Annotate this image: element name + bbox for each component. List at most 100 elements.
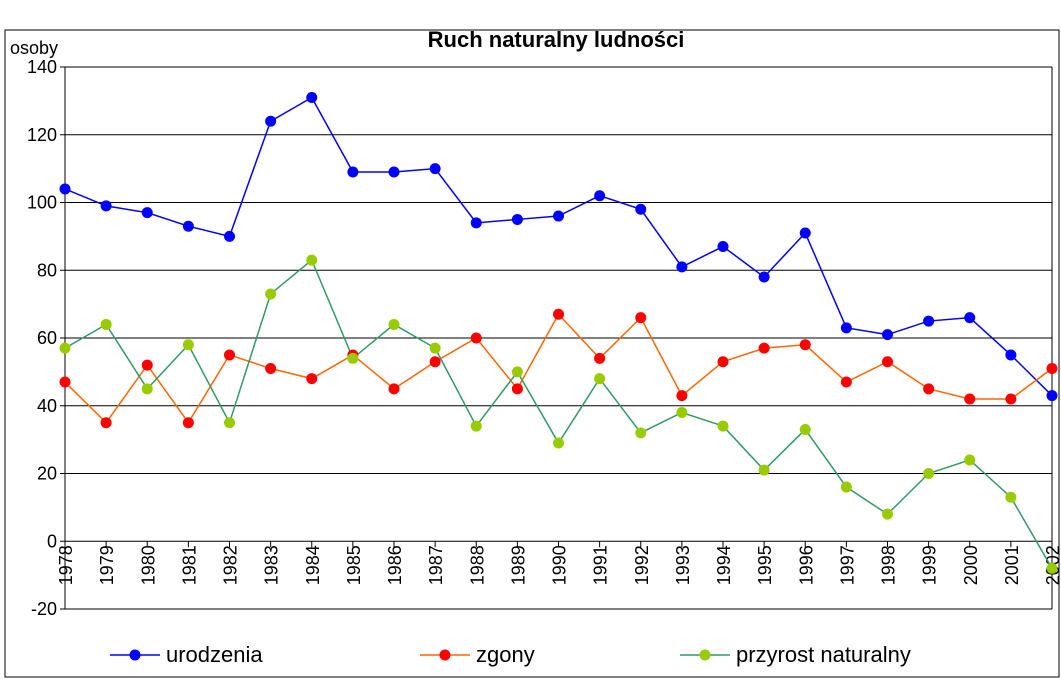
data-point <box>1046 562 1058 574</box>
data-point <box>553 210 564 222</box>
y-tick-label: 0 <box>47 531 57 551</box>
data-point <box>388 318 400 330</box>
y-tick-label: 120 <box>27 125 57 145</box>
data-point <box>758 342 770 354</box>
x-tick-label: 1992 <box>632 545 652 585</box>
data-point <box>59 183 71 195</box>
data-point <box>882 329 893 341</box>
data-point <box>717 356 729 368</box>
data-point <box>388 166 400 178</box>
y-tick-label: 60 <box>37 328 57 348</box>
data-point <box>923 468 935 479</box>
y-tick-label: 40 <box>37 396 57 416</box>
x-tick-label: 1984 <box>303 545 323 585</box>
data-point <box>964 454 976 466</box>
data-point <box>429 356 441 368</box>
x-tick-label: 1998 <box>879 545 899 585</box>
x-tick-label: 1996 <box>796 545 816 585</box>
y-tick-label: -20 <box>31 599 57 619</box>
chart-title: Ruch naturalny ludności <box>428 27 685 52</box>
data-point <box>635 203 647 215</box>
x-tick-label: 1994 <box>714 545 734 585</box>
legend-marker <box>439 649 451 661</box>
data-point <box>388 383 400 395</box>
legend-label: zgony <box>476 642 535 667</box>
data-point <box>511 383 523 395</box>
data-point <box>59 376 71 388</box>
data-point <box>182 417 194 429</box>
chart-border <box>4 29 1060 678</box>
data-point <box>224 417 235 429</box>
data-point <box>100 318 112 330</box>
data-point <box>799 423 811 435</box>
x-tick-label: 1989 <box>508 545 528 585</box>
x-tick-label: 1978 <box>56 545 76 585</box>
data-point <box>553 437 564 449</box>
data-point <box>594 352 606 364</box>
x-tick-label: 1990 <box>550 545 570 585</box>
data-point <box>717 241 729 253</box>
x-tick-label: 1988 <box>467 545 487 585</box>
data-point <box>882 356 893 368</box>
data-point <box>59 342 71 354</box>
data-point <box>511 213 523 225</box>
legend-label: przyrost naturalny <box>736 642 911 667</box>
data-point <box>470 332 482 344</box>
legend-marker <box>129 649 141 661</box>
y-axis-label: osoby <box>10 38 58 58</box>
data-point <box>1046 390 1058 402</box>
data-point <box>758 271 770 283</box>
data-point <box>1046 362 1058 374</box>
x-tick-label: 1991 <box>591 545 611 585</box>
data-point <box>594 373 606 385</box>
data-point <box>224 230 235 242</box>
data-point <box>141 383 153 395</box>
data-point <box>758 464 770 476</box>
data-point <box>265 288 277 300</box>
data-point <box>141 207 153 219</box>
x-tick-label: 1993 <box>673 545 693 585</box>
x-tick-label: 1986 <box>385 545 405 585</box>
y-tick-label: 80 <box>37 260 57 280</box>
data-point <box>676 261 688 273</box>
data-point <box>347 166 359 178</box>
data-point <box>470 217 482 229</box>
x-tick-label: 1979 <box>97 545 117 585</box>
data-point <box>265 362 277 374</box>
data-point <box>964 393 976 405</box>
legend-label: urodzenia <box>166 642 263 667</box>
data-point <box>265 115 277 127</box>
data-point <box>224 349 235 361</box>
x-tick-label: 1985 <box>344 545 364 585</box>
data-point <box>676 390 688 402</box>
x-tick-label: 1981 <box>179 545 199 585</box>
data-point <box>799 227 811 239</box>
x-tick-label: 2000 <box>961 545 981 585</box>
data-point <box>840 376 852 388</box>
data-point <box>553 308 564 320</box>
x-tick-label: 1997 <box>837 545 857 585</box>
data-point <box>1005 491 1017 503</box>
data-point <box>923 315 935 327</box>
data-point <box>100 200 112 212</box>
x-tick-label: 1995 <box>755 545 775 585</box>
data-point <box>470 420 482 432</box>
legend-marker <box>699 649 711 661</box>
data-point <box>964 312 976 324</box>
data-point <box>840 322 852 334</box>
data-point <box>1005 349 1017 361</box>
data-point <box>840 481 852 493</box>
data-point <box>182 220 194 232</box>
data-point <box>429 163 441 175</box>
data-point <box>141 359 153 371</box>
data-point <box>717 420 729 432</box>
data-point <box>635 427 647 439</box>
x-tick-label: 2001 <box>1002 545 1022 585</box>
data-point <box>594 190 606 202</box>
data-point <box>923 383 935 395</box>
data-point <box>429 342 441 354</box>
data-point <box>882 508 893 520</box>
data-point <box>676 407 688 419</box>
data-point <box>100 417 112 429</box>
